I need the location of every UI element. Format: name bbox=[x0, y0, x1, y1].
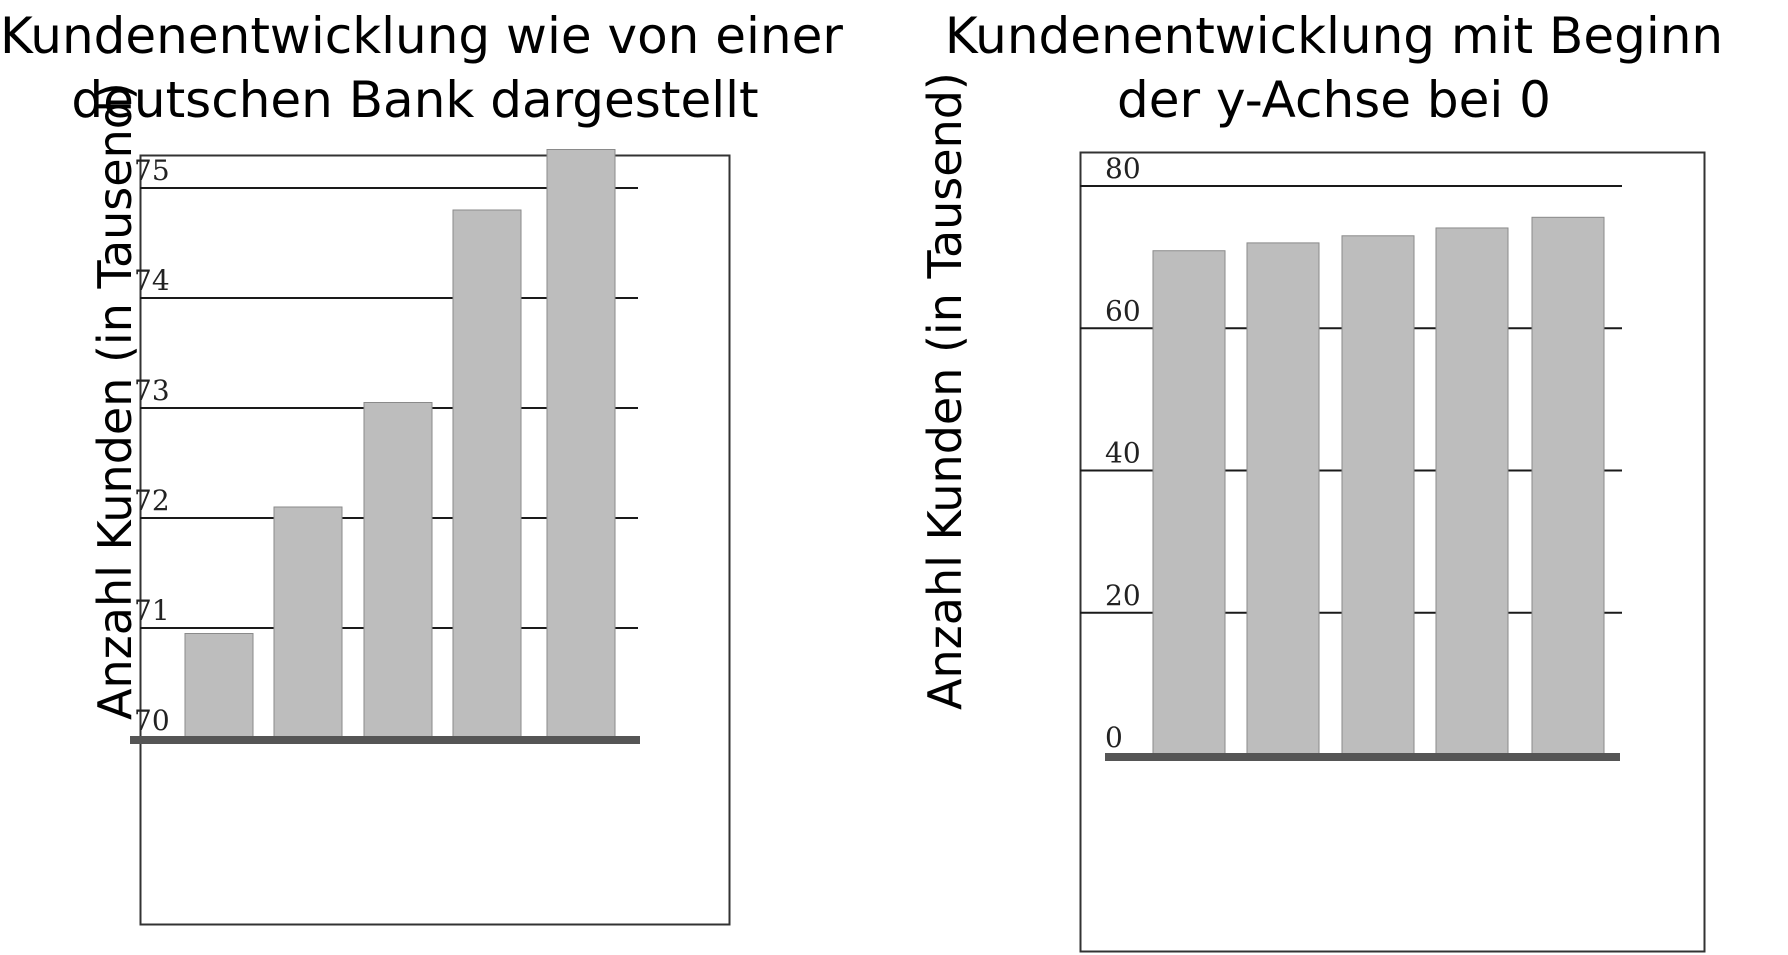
bar bbox=[1531, 216, 1605, 756]
chart-title-line-1: Kundenentwicklung wie von einer bbox=[0, 7, 843, 65]
plot-frame bbox=[139, 154, 731, 926]
bar bbox=[1152, 250, 1226, 756]
chart-title-line-1: Kundenentwicklung mit Beginn bbox=[944, 7, 1724, 65]
y-axis-label: Anzahl Kunden (in Tausend) bbox=[918, 72, 972, 710]
bar-chart-plot: 70 71 72 73 74 75 bbox=[130, 149, 731, 926]
y-tick-label: 40 bbox=[1105, 437, 1141, 470]
chart-panel-truncated-axis: Kundenentwicklung wie von einer deutsche… bbox=[0, 0, 880, 955]
y-tick-label: 0 bbox=[1105, 721, 1123, 754]
x-axis-baseline bbox=[130, 736, 640, 744]
y-tick-label: 75 bbox=[134, 154, 170, 187]
y-tick-label: 70 bbox=[134, 704, 170, 737]
y-tick-label: 72 bbox=[134, 484, 170, 517]
bar bbox=[546, 149, 616, 739]
bar bbox=[363, 402, 433, 739]
y-tick-label: 80 bbox=[1105, 152, 1141, 185]
chart-panel-zero-axis: Kundenentwicklung mit Beginn der y-Achse… bbox=[880, 0, 1788, 955]
chart-title: Kundenentwicklung wie von einer deutsche… bbox=[0, 4, 843, 132]
y-tick-label: 74 bbox=[134, 264, 170, 297]
bar bbox=[1246, 242, 1320, 756]
y-tick-label: 60 bbox=[1105, 294, 1141, 327]
chart-title: Kundenentwicklung mit Beginn der y-Achse… bbox=[880, 4, 1788, 132]
y-tick-label: 20 bbox=[1105, 579, 1141, 612]
y-axis-label: Anzahl Kunden (in Tausend) bbox=[88, 82, 142, 720]
chart-title-line-2: der y-Achse bei 0 bbox=[1117, 71, 1551, 129]
y-tick-label: 71 bbox=[134, 594, 170, 627]
bar bbox=[1435, 227, 1509, 756]
bar bbox=[273, 506, 343, 739]
bar bbox=[184, 633, 254, 739]
chart-title-line-2: deutschen Bank dargestellt bbox=[71, 71, 759, 129]
bar bbox=[452, 209, 522, 739]
y-tick-label: 73 bbox=[134, 374, 170, 407]
bar-chart-plot: 0 20 40 60 80 bbox=[1079, 151, 1706, 953]
bar bbox=[1341, 235, 1415, 756]
x-axis-baseline bbox=[1105, 753, 1620, 761]
